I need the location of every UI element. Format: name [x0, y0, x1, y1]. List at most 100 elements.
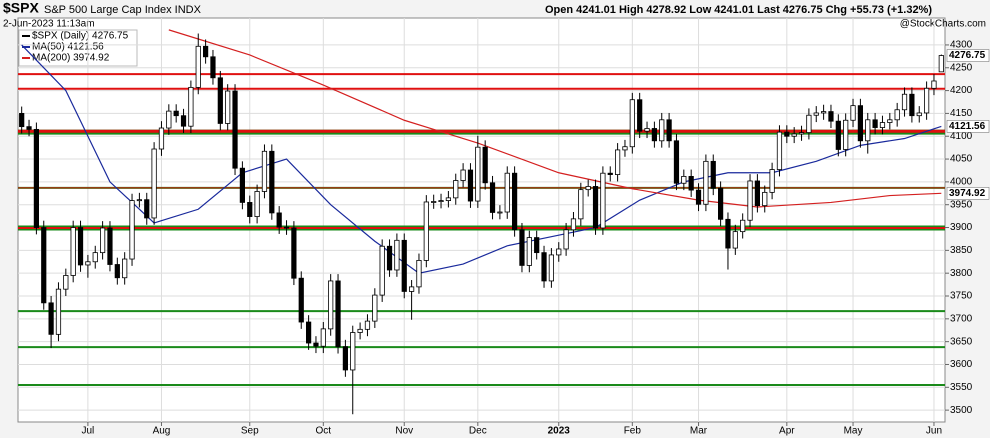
candle-body: [798, 132, 805, 135]
candle-body: [806, 114, 812, 133]
candle-body: [386, 245, 393, 271]
candle-body: [283, 226, 290, 229]
x-tick-label: Nov: [395, 426, 413, 437]
candle-body: [924, 87, 930, 114]
candle-body: [563, 229, 569, 250]
candle-body: [41, 227, 47, 304]
chart-subtitle: S&P 500 Large Cap Index INDX: [44, 4, 202, 16]
candle-body: [894, 109, 900, 121]
candle-body: [534, 237, 540, 254]
value-box: [946, 49, 990, 62]
candle-body: [673, 140, 680, 184]
legend-label: MA(50) 4121.56: [32, 42, 104, 53]
candle-body: [364, 320, 371, 330]
candle-body: [335, 280, 341, 348]
candle-body: [379, 245, 385, 296]
value-box: [946, 187, 990, 200]
candle-body: [92, 252, 98, 263]
candle-body: [651, 128, 658, 142]
date-text: 2-Jun-2023 11:13am: [3, 19, 95, 30]
candle-body: [607, 172, 613, 175]
candle-body: [173, 110, 179, 117]
chart-title: $SPX: [3, 0, 39, 16]
x-tick-label: Aug: [153, 426, 171, 437]
candle-body: [821, 111, 827, 114]
y-tick-label: 3600: [950, 359, 973, 370]
candle-body: [769, 169, 775, 193]
candle-body: [725, 218, 731, 249]
candle-body: [629, 99, 635, 148]
candle-body: [666, 119, 672, 142]
x-tick-label: Sep: [241, 426, 259, 437]
candle-body: [33, 128, 40, 228]
candle-body: [107, 227, 113, 265]
candle-body: [732, 231, 738, 249]
candle-body: [482, 146, 488, 184]
candle-body: [879, 122, 886, 128]
candle-body: [453, 180, 459, 199]
candle-body: [526, 237, 532, 266]
value-box-label: 4121.56: [949, 121, 986, 132]
candle-body: [239, 167, 246, 203]
value-box-label: 3974.92: [949, 188, 986, 199]
y-tick-label: 4300: [950, 40, 973, 51]
y-tick-label: 4250: [950, 62, 973, 73]
candle-body: [467, 169, 474, 202]
candle-body: [129, 200, 135, 260]
candle-body: [776, 131, 783, 170]
x-tick-label: Dec: [469, 426, 487, 437]
y-tick-label: 3800: [950, 268, 973, 279]
candle-body: [313, 342, 319, 347]
candle-body: [659, 119, 665, 142]
value-box-label: 4276.75: [949, 50, 986, 61]
candle-body: [615, 149, 621, 175]
candle-body: [19, 113, 25, 128]
candle-body: [210, 56, 216, 79]
candle-body: [372, 294, 378, 322]
y-tick-label: 3850: [950, 245, 973, 256]
y-tick-label: 3550: [950, 382, 973, 393]
candle-body: [350, 332, 356, 371]
legend-label: $SPX (Daily) 4276.75: [32, 31, 129, 42]
candle-body: [931, 80, 937, 89]
y-tick-label: 3700: [950, 313, 973, 324]
candle-body: [762, 191, 768, 207]
legend-box: [18, 29, 138, 67]
candle-body: [305, 321, 312, 344]
candle-body: [26, 126, 32, 130]
candle-body: [843, 119, 849, 150]
candle-body: [718, 187, 724, 220]
candle-body: [688, 176, 694, 191]
candle-body: [77, 227, 84, 266]
candle-body: [872, 119, 878, 128]
candle-body: [320, 328, 326, 347]
candle-body: [63, 275, 69, 290]
candle-body: [916, 112, 922, 117]
candle-body: [556, 248, 562, 256]
ma-line: [21, 44, 942, 274]
candle-body: [291, 227, 297, 279]
x-tick-label: Jun: [926, 426, 942, 437]
candle-body: [850, 105, 856, 121]
candle-body: [328, 280, 334, 330]
x-tick-label: Oct: [316, 426, 332, 437]
candle-body: [114, 264, 120, 279]
candle-body: [225, 90, 231, 124]
y-tick-label: 4100: [950, 131, 973, 142]
candle-body: [909, 93, 915, 117]
candle-body: [100, 227, 106, 254]
candle-body: [217, 77, 223, 124]
y-tick-label: 4200: [950, 85, 973, 96]
candle-body: [445, 197, 451, 201]
candle-body: [784, 131, 790, 137]
candle-body: [489, 182, 496, 213]
candle-body: [401, 239, 407, 292]
candle-body: [342, 346, 348, 371]
candle-body: [504, 172, 510, 213]
y-tick-label: 3750: [950, 291, 973, 302]
y-tick-label: 4050: [950, 154, 973, 165]
candle-body: [592, 186, 599, 229]
candle-body: [232, 90, 238, 169]
candle-body: [85, 261, 91, 266]
